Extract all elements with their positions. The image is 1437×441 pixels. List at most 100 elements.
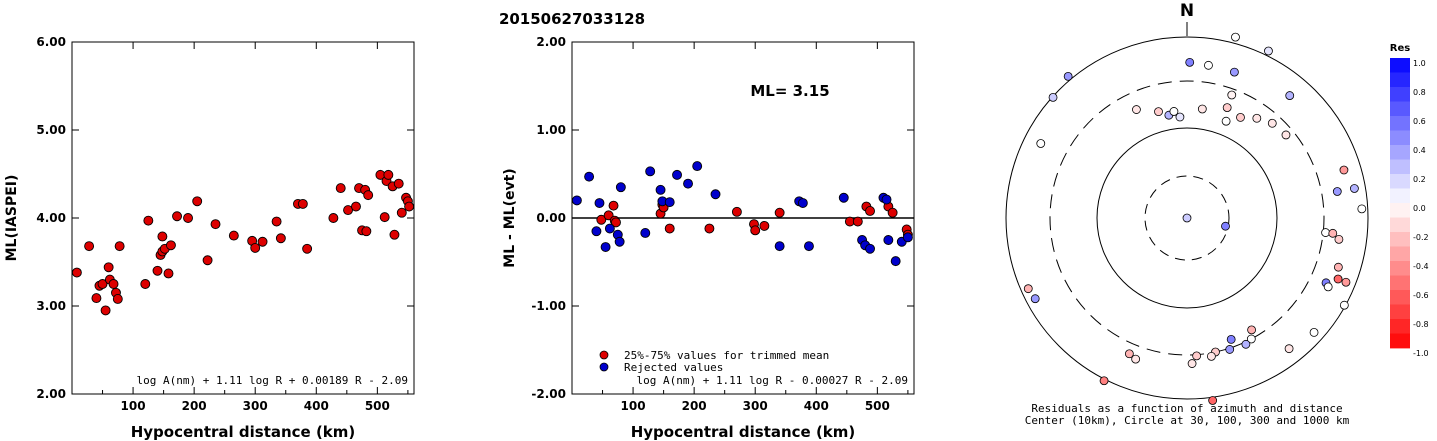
data-point — [750, 225, 761, 236]
polar-point — [1309, 328, 1319, 337]
data-point — [865, 243, 875, 254]
ring-100km — [1096, 127, 1278, 309]
colorbar-tick-label: 0.2 — [1413, 175, 1426, 184]
colorbar-cell — [1390, 87, 1410, 102]
colorbar-cell — [1390, 101, 1410, 117]
data-point — [683, 178, 693, 189]
data-point — [210, 219, 221, 230]
data-point — [140, 279, 151, 289]
polar-caption-line1: Residuals as a function of azimuth and d… — [1031, 402, 1342, 415]
data-point — [731, 206, 742, 217]
data-point — [591, 226, 602, 237]
data-point — [600, 242, 611, 252]
polar-point — [1357, 204, 1367, 214]
panel-ml-residual: 100 200 300 400 500 -2.00 -1.00 0.00 1.00 2.00 M… — [502, 35, 915, 441]
data-point — [608, 200, 619, 211]
data-point — [297, 198, 308, 209]
polar-point — [1132, 105, 1141, 114]
colorbar-tick-label: 0.0 — [1413, 204, 1426, 213]
polar-point — [1241, 339, 1251, 349]
data-point — [157, 231, 168, 242]
y-axis-ticks-middle: -2.00 -1.00 0.00 1.00 2.00 — [531, 35, 914, 401]
colorbar-cell — [1390, 203, 1410, 218]
colorbar-cells — [1390, 58, 1410, 349]
data-point — [183, 213, 193, 223]
polar-point — [1048, 92, 1058, 102]
polar-point — [1169, 107, 1179, 116]
polar-point — [1284, 344, 1294, 354]
data-point — [604, 223, 615, 234]
colorbar-tick-label: 0.4 — [1413, 146, 1426, 155]
data-point — [645, 166, 656, 177]
data-point — [71, 267, 82, 278]
polar-point — [1339, 165, 1349, 175]
polar-point — [1247, 325, 1256, 335]
polar-point — [1236, 112, 1245, 122]
y-tick-label: -2.00 — [531, 387, 566, 401]
formula-left: log A(nm) + 1.11 log R + 0.00189 R - 2.0… — [136, 374, 408, 387]
y-tick-label: 0.00 — [536, 211, 566, 225]
polar-point — [1124, 349, 1134, 359]
polar-point — [1230, 67, 1239, 77]
figure-title: 20150627033128 — [499, 10, 645, 28]
polar-point — [1222, 103, 1232, 113]
colorbar-tick-label: -0.4 — [1413, 262, 1429, 271]
colorbar-cell — [1390, 217, 1410, 233]
data-point — [275, 233, 286, 244]
legend-marker-rejected — [599, 362, 609, 372]
data-point — [611, 217, 621, 228]
x-tick-label: 100 — [121, 399, 146, 413]
data-point — [271, 216, 282, 227]
polar-point — [1285, 91, 1295, 100]
polar-point — [1099, 376, 1109, 386]
data-point — [114, 241, 125, 252]
polar-point — [1204, 60, 1213, 70]
data-point — [615, 182, 626, 193]
data-point — [361, 226, 372, 237]
colorbar-title: Res — [1390, 43, 1410, 54]
polar-point — [1321, 228, 1330, 237]
colorbar-cell — [1390, 304, 1410, 320]
y-tick-label: -1.00 — [531, 299, 566, 313]
points-polar — [1023, 32, 1367, 405]
x-axis-label-middle: Hypocentral distance (km) — [631, 423, 856, 441]
y-tick-label: 4.00 — [36, 211, 66, 225]
data-point — [902, 232, 913, 243]
x-tick-label: 200 — [182, 399, 207, 413]
polar-point — [1328, 228, 1338, 238]
polar-point — [1187, 359, 1197, 368]
data-point — [759, 220, 770, 231]
panel-polar: N Residuals as a function of azimuth and… — [1005, 1, 1369, 427]
y-tick-label: 3.00 — [36, 299, 66, 313]
polar-point — [1023, 284, 1033, 294]
ring-outer-1000km — [1005, 36, 1369, 400]
polar-point — [1341, 277, 1351, 287]
y-tick-label: 5.00 — [36, 123, 66, 137]
x-tick-label: 300 — [743, 399, 768, 413]
data-point — [797, 198, 808, 208]
data-point — [91, 293, 102, 304]
y-tick-label: 2.00 — [536, 35, 566, 49]
data-point — [594, 198, 605, 208]
polar-point — [1192, 351, 1202, 361]
colorbar-cell — [1390, 174, 1410, 189]
colorbar-tick-label: 1.0 — [1413, 59, 1426, 68]
data-point — [883, 235, 894, 245]
colorbar-ticks: 1.0 0.8 0.6 0.4 0.2 0.0 -0.2 -0.4 -0.6 -0.8 -1.0 — [1413, 59, 1429, 358]
data-point — [672, 169, 682, 180]
legend-label-trimmed: 25%-75% values for trimmed mean — [624, 349, 829, 362]
colorbar-cell — [1390, 275, 1410, 291]
polar-point — [1225, 345, 1235, 354]
x-tick-label: 400 — [304, 399, 329, 413]
polar-caption-line2: Center (10km), Circle at 30, 100, 300 an… — [1025, 414, 1350, 427]
data-point — [692, 161, 703, 172]
data-point — [143, 215, 154, 226]
polar-point — [1246, 334, 1256, 344]
y-axis-label-left: ML(IASPEI) — [4, 175, 20, 262]
data-point — [302, 243, 313, 254]
data-point — [383, 169, 394, 180]
polar-point — [1334, 234, 1344, 244]
data-point — [84, 241, 95, 252]
data-point — [393, 178, 404, 189]
